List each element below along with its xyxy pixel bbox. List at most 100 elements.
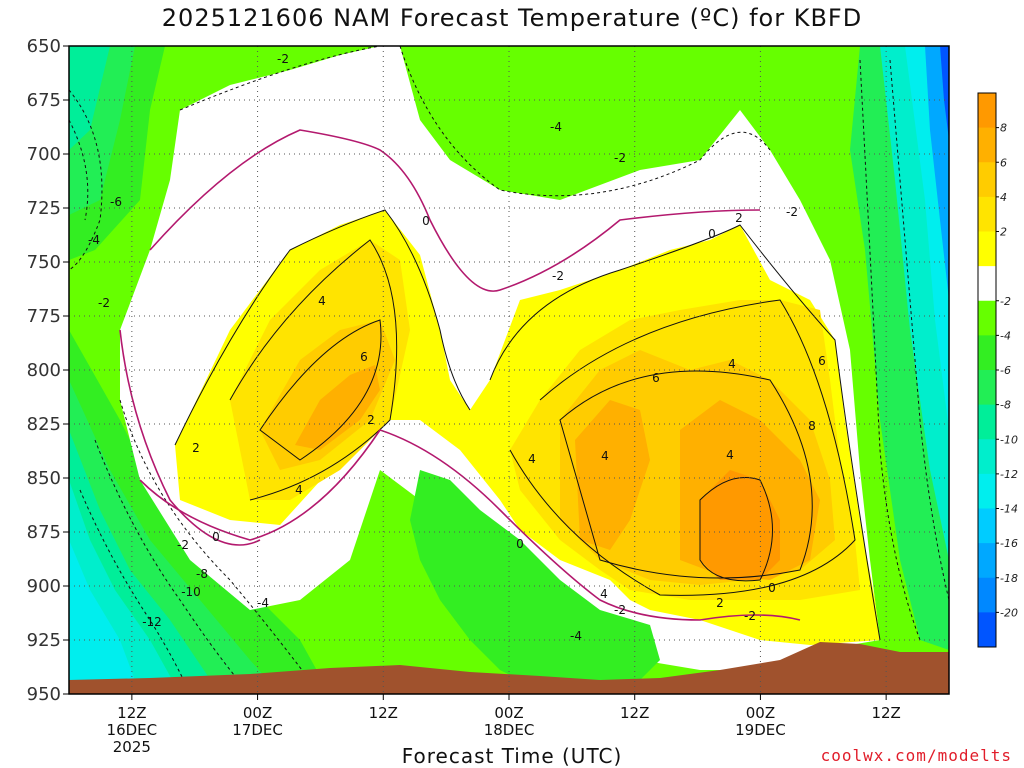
- colorbar-swatch: [978, 404, 996, 440]
- x-tick-label: 00Z: [494, 704, 523, 722]
- contour-label: 4: [528, 452, 536, 466]
- x-tick-label: 19DEC: [735, 721, 786, 739]
- colorbar-swatch: [978, 127, 996, 163]
- y-axis: 650 675 700 725 750 775 800 825 850 875 900 925 950: [27, 36, 69, 705]
- contour-label: -2: [786, 205, 798, 219]
- field-band-right-minus20: [940, 46, 949, 140]
- contour-label: -2: [614, 151, 626, 165]
- contour-label: 6: [652, 371, 660, 385]
- colorbar-tick-label: -2: [1000, 295, 1011, 308]
- x-tick-label: 17DEC: [232, 721, 283, 739]
- credit-link[interactable]: coolwx.com/modelts: [820, 746, 1012, 765]
- contour-label: -4: [257, 596, 269, 610]
- contour-label: 6: [818, 354, 826, 368]
- colorbar-swatch: [978, 508, 996, 544]
- contour-label: -10: [181, 585, 201, 599]
- y-tick-label: 950: [27, 684, 61, 705]
- field-band-green-pocket: [410, 470, 660, 690]
- contour-label: 4: [728, 357, 736, 371]
- y-tick-label: 775: [27, 306, 61, 327]
- contour-label: -2: [277, 52, 289, 66]
- x-axis-title: Forecast Time (UTC): [401, 744, 623, 768]
- contour-label: -8: [196, 567, 208, 581]
- colorbar-tick-label: -10: [1000, 433, 1018, 446]
- contour-label: 6: [360, 350, 368, 364]
- colorbar-tick-label: 4: [1000, 191, 1007, 204]
- y-tick-label: 700: [27, 144, 61, 165]
- field-band-minus14: [69, 540, 140, 694]
- contour-label: 4: [318, 294, 326, 308]
- x-tick-label: 12Z: [117, 704, 146, 722]
- colorbar-tick-label: -14: [1000, 503, 1018, 516]
- y-tick-label: 725: [27, 198, 61, 219]
- colorbar-tick-label: -20: [1000, 606, 1018, 619]
- colorbar-swatch: [978, 370, 996, 406]
- colorbar-tick-label: -8: [1000, 399, 1011, 412]
- field-band-8-plus: [700, 470, 780, 580]
- colorbar-swatch: [978, 612, 996, 648]
- contour-lines: [69, 46, 949, 694]
- contour-label: -2: [614, 603, 626, 617]
- contour-label: -2: [744, 609, 756, 623]
- colorbar-swatch: [978, 196, 996, 232]
- field-band-right-minus18: [925, 46, 949, 300]
- colorbar-swatch: [978, 231, 996, 267]
- temperature-field: [69, 46, 949, 694]
- colorbar-swatch: [978, 162, 996, 198]
- contour-label: -4: [88, 233, 100, 247]
- gridlines: [69, 46, 949, 694]
- y-tick-label: 875: [27, 522, 61, 543]
- colorbar-swatch: [978, 543, 996, 579]
- contour-label: -4: [550, 120, 562, 134]
- y-tick-label: 850: [27, 468, 61, 489]
- y-tick-label: 825: [27, 414, 61, 435]
- x-tick-label: 12Z: [620, 704, 649, 722]
- x-tick-label: 16DEC: [107, 721, 158, 739]
- x-tick-label: 18DEC: [484, 721, 535, 739]
- contour-label: 4: [600, 587, 608, 601]
- colorbar-tick-label: -6: [1000, 364, 1011, 377]
- colorbar-tick-label: 6: [1000, 156, 1007, 169]
- colorbar-swatch: [978, 335, 996, 371]
- contour-label: 4: [726, 448, 734, 462]
- contour-label: 2: [192, 441, 200, 455]
- colorbar-swatch: [978, 300, 996, 336]
- contour-label: -2: [552, 269, 564, 283]
- y-tick-label: 675: [27, 90, 61, 111]
- x-tick-label: 00Z: [746, 704, 775, 722]
- field-band-minus10: [69, 46, 220, 694]
- terrain: [69, 642, 949, 694]
- contour-label: 0: [212, 530, 220, 544]
- y-tick-label: 925: [27, 630, 61, 651]
- colorbar-tick-label: -4: [1000, 329, 1011, 342]
- contour-label: 2: [716, 596, 724, 610]
- colorbar-tick-label: 2: [1000, 226, 1007, 239]
- contour-label: 0: [708, 227, 716, 241]
- contour-label: 8: [808, 419, 816, 433]
- y-tick-label: 750: [27, 252, 61, 273]
- contour-label: -4: [570, 629, 582, 643]
- chart-title: 2025121606 NAM Forecast Temperature (ºC)…: [161, 4, 863, 32]
- contour-label: 4: [601, 449, 609, 463]
- contour-label: 0: [516, 537, 524, 551]
- colorbar-swatch: [978, 473, 996, 509]
- contour-label: 2: [735, 211, 743, 225]
- colorbar-swatch: [978, 266, 996, 302]
- contour-label: 4: [295, 483, 303, 497]
- contour-label: 0: [768, 581, 776, 595]
- x-tick-label: 12Z: [871, 704, 900, 722]
- x-tick-label: 12Z: [369, 704, 398, 722]
- y-tick-label: 900: [27, 576, 61, 597]
- contour-label: 0: [422, 214, 430, 228]
- colorbar-tick-label: -18: [1000, 572, 1018, 585]
- colorbar-swatch: [978, 439, 996, 475]
- colorbar-tick-label: -12: [1000, 468, 1018, 481]
- field-band-minus8: [69, 46, 280, 694]
- colorbar-swatch: [978, 93, 996, 129]
- field-band-6-to-8: [295, 365, 820, 580]
- contour-label: -2: [98, 296, 110, 310]
- colorbar-tick-label: -16: [1000, 537, 1018, 550]
- contour-label: 2: [367, 413, 375, 427]
